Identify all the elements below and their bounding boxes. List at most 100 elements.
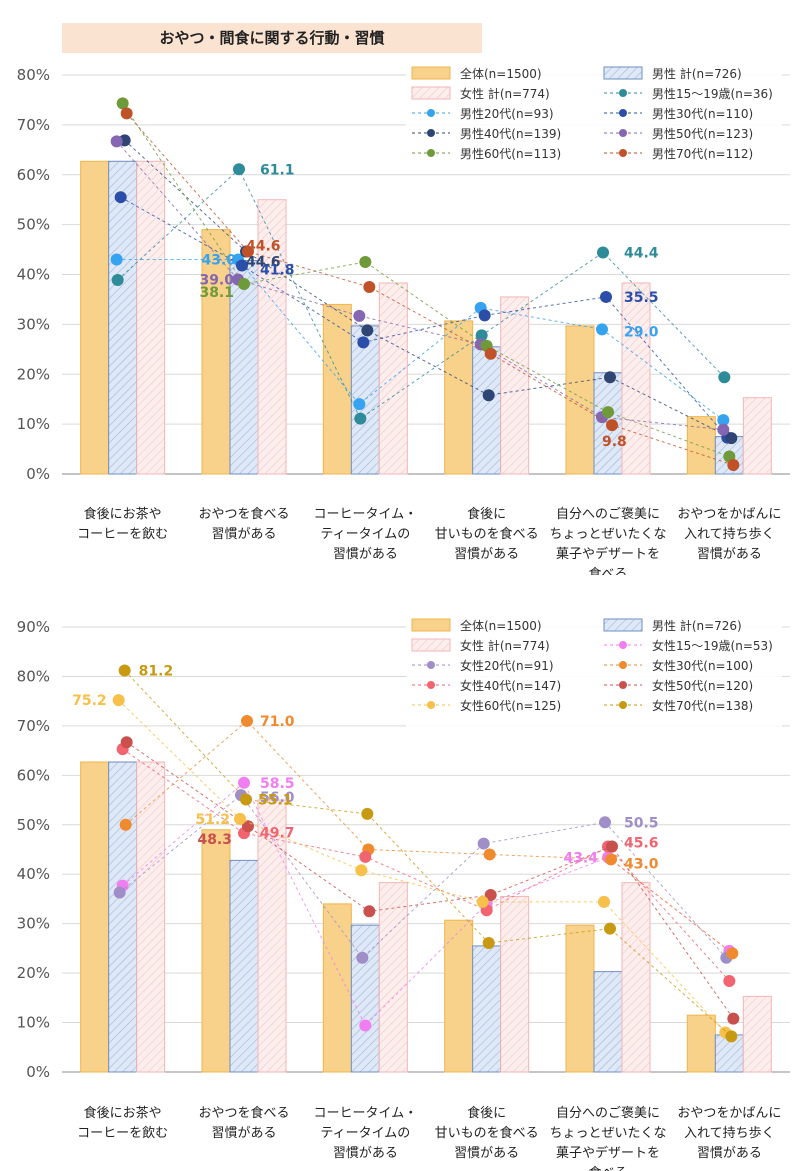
data-point (604, 371, 616, 384)
x-tick-label: 自分へのご褒美にちょっとぜいたくな菓子やデザートを食べる (549, 1105, 666, 1171)
data-label: 51.2 (195, 812, 230, 828)
bar (742, 995, 772, 1073)
data-point (116, 97, 129, 110)
bar (444, 919, 474, 1073)
data-point (718, 371, 731, 384)
data-point (725, 1030, 738, 1043)
bar (621, 882, 651, 1073)
data-label: 44.6 (246, 255, 281, 271)
legend-marker (619, 129, 627, 137)
data-point (606, 840, 618, 853)
data-label: 55.1 (258, 793, 293, 809)
data-point (596, 323, 608, 336)
bar (472, 346, 502, 475)
data-point (477, 837, 490, 850)
bar (378, 282, 408, 475)
y-tick-label: 0% (26, 1063, 50, 1081)
y-tick-label: 80% (17, 66, 50, 84)
data-label: 41.8 (260, 263, 295, 279)
data-point (725, 432, 738, 445)
bar (257, 199, 287, 475)
legend-marker (427, 661, 435, 669)
bar (472, 945, 502, 1073)
bar (108, 761, 138, 1073)
data-point (717, 423, 730, 436)
y-tick-label: 90% (17, 618, 50, 636)
data-point (110, 253, 123, 266)
data-point (484, 347, 497, 360)
data-label: 29.0 (624, 324, 659, 340)
data-point (597, 246, 609, 259)
data-label: 61.1 (260, 162, 295, 178)
series-line (126, 113, 734, 466)
x-tick-label: 食後に甘いものを食べる習慣がある (435, 506, 539, 562)
legend-swatch (411, 618, 451, 632)
data-label: 43.4 (563, 850, 598, 866)
data-point (475, 329, 488, 342)
legend-marker (619, 89, 627, 97)
y-tick-label: 20% (17, 964, 50, 982)
data-label: 81.2 (139, 664, 174, 680)
y-tick-label: 50% (17, 816, 50, 834)
data-point (119, 818, 132, 831)
y-tick-label: 40% (17, 865, 50, 883)
series-line (118, 699, 726, 1033)
y-tick-label: 20% (17, 365, 50, 383)
legend-swatch (603, 66, 643, 80)
data-point (356, 951, 369, 964)
series-line (125, 720, 733, 954)
legend-label: 男性30代(n=110) (652, 107, 753, 121)
legend-label: 男性50代(n=123) (652, 127, 753, 141)
data-point (357, 336, 370, 349)
bar (80, 761, 110, 1073)
legend-label: 女性20代(n=91) (460, 658, 554, 673)
series-line (116, 141, 724, 431)
chart-title: おやつ・間食に関する行動・習慣 (159, 29, 385, 47)
series-line (126, 741, 734, 1019)
chart-top: 0%10%20%30%40%50%60%70%80%食後にお茶やコーヒーを飲むお… (17, 59, 790, 575)
data-label: 44.4 (624, 246, 659, 262)
bar (257, 799, 287, 1073)
data-point (599, 816, 611, 829)
legend-marker (619, 149, 627, 157)
x-tick-label: 食後に甘いものを食べる習慣がある (435, 1105, 539, 1161)
bar (136, 761, 166, 1073)
bar (593, 971, 623, 1073)
y-tick-label: 10% (17, 1014, 50, 1032)
data-point (363, 905, 376, 918)
legend-label: 女性30代(n=100) (652, 658, 753, 673)
data-label: 43.0 (624, 856, 659, 872)
series-line (124, 670, 732, 1037)
data-point (120, 107, 133, 120)
legend-label: 男性20代(n=93) (460, 107, 554, 121)
data-point (359, 1019, 372, 1032)
data-point (482, 936, 495, 949)
series-line (120, 196, 728, 438)
bar (350, 924, 380, 1073)
legend-marker (427, 109, 435, 117)
legend-box (406, 59, 782, 159)
legend-label: 男性15～19歳(n=36) (652, 87, 773, 101)
data-point (111, 273, 124, 286)
legend-marker (619, 661, 627, 669)
data-point (598, 895, 610, 908)
data-point (238, 277, 250, 290)
y-tick-label: 30% (17, 915, 50, 933)
data-label: 71.0 (260, 714, 295, 730)
data-point (602, 406, 614, 419)
data-point (355, 864, 368, 877)
bar (201, 229, 231, 475)
data-point (353, 398, 366, 411)
data-point (118, 664, 131, 677)
legend-label: 男性40代(n=139) (460, 127, 561, 141)
data-point (112, 694, 125, 707)
y-tick-label: 0% (26, 465, 50, 483)
legend-label: 女性70代(n=138) (652, 698, 753, 713)
data-point (240, 793, 252, 806)
data-point (361, 807, 374, 820)
series-line (122, 103, 730, 458)
data-label: 75.2 (72, 693, 107, 709)
y-tick-label: 60% (17, 166, 50, 184)
data-point (236, 259, 248, 272)
legend-marker (619, 109, 627, 117)
